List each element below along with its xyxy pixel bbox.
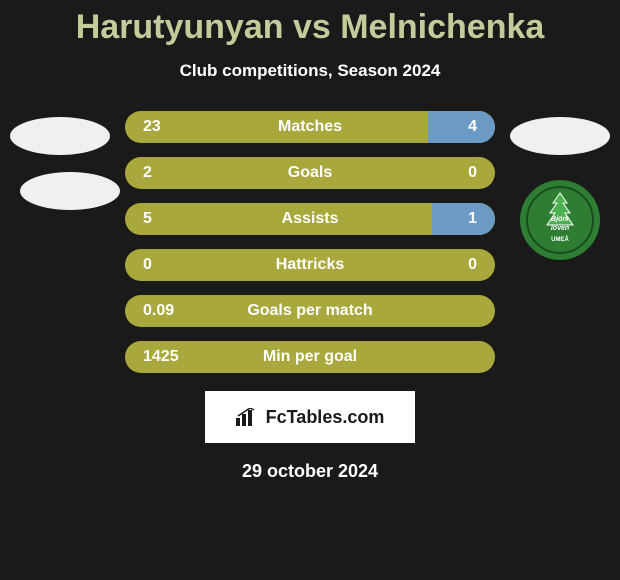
stat-row: 0 Hattricks 0 — [0, 249, 620, 281]
stat-label: Min per goal — [263, 348, 357, 366]
stat-bar: 0 Hattricks 0 — [125, 249, 495, 281]
stat-value-left: 23 — [143, 118, 161, 136]
stat-label: Goals — [288, 164, 332, 182]
stat-bar: 5 Assists 1 — [125, 203, 495, 235]
stat-label: Hattricks — [276, 256, 344, 274]
date-text: 29 october 2024 — [0, 461, 620, 482]
stat-value-left: 2 — [143, 164, 152, 182]
stats-container: 23 Matches 4 2 Goals 0 5 Assists 1 0 Hat… — [0, 111, 620, 373]
stat-bar: 0.09 Goals per match — [125, 295, 495, 327]
fctables-box[interactable]: FcTables.com — [205, 391, 415, 443]
stat-row: 0.09 Goals per match — [0, 295, 620, 327]
stat-value-right: 1 — [468, 210, 477, 228]
stat-value-right: 0 — [468, 164, 477, 182]
stat-value-left: 5 — [143, 210, 152, 228]
stat-value-right: 4 — [468, 118, 477, 136]
stat-bar: 23 Matches 4 — [125, 111, 495, 143]
stat-bar: 1425 Min per goal — [125, 341, 495, 373]
subtitle: Club competitions, Season 2024 — [0, 61, 620, 81]
stat-value-left: 0 — [143, 256, 152, 274]
stat-row: 23 Matches 4 — [0, 111, 620, 143]
bar-right-segment — [428, 111, 495, 143]
stat-row: 2 Goals 0 — [0, 157, 620, 189]
stat-row: 1425 Min per goal — [0, 341, 620, 373]
stat-row: 5 Assists 1 — [0, 203, 620, 235]
stat-label: Matches — [278, 118, 342, 136]
fctables-chart-icon — [236, 408, 260, 426]
fctables-label: FcTables.com — [266, 407, 385, 428]
stat-value-left: 0.09 — [143, 302, 174, 320]
stat-value-left: 1425 — [143, 348, 179, 366]
stat-label: Goals per match — [247, 302, 372, 320]
stat-label: Assists — [282, 210, 339, 228]
stat-value-right: 0 — [468, 256, 477, 274]
stat-bar: 2 Goals 0 — [125, 157, 495, 189]
page-title: Harutyunyan vs Melnichenka — [0, 0, 620, 47]
bar-right-segment — [432, 203, 495, 235]
